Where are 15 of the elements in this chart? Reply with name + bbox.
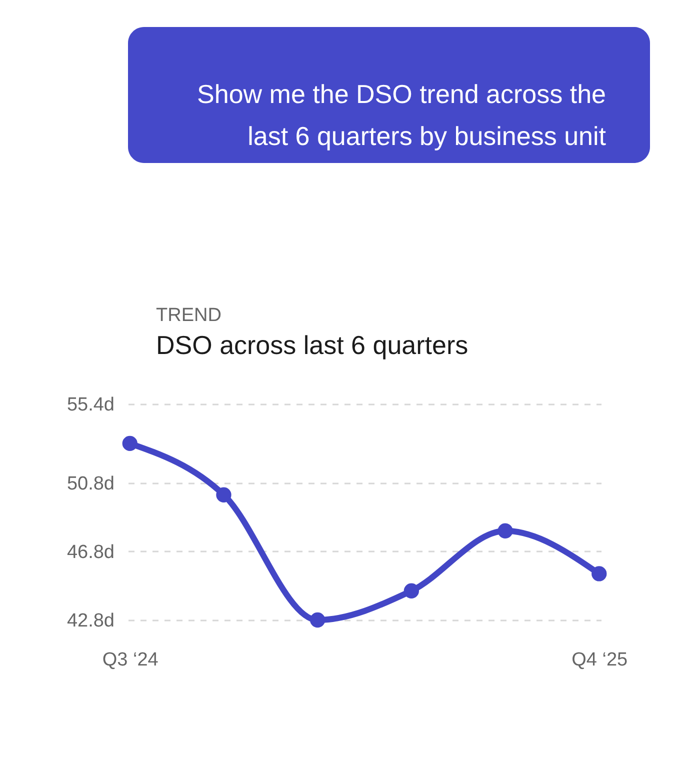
point (404, 583, 420, 598)
point (122, 436, 138, 451)
y-tick-label: 42.8d (66, 610, 114, 632)
y-tick-label: 55.4d (66, 394, 114, 416)
x-tick-label: Q4 ‘25 (572, 650, 628, 670)
chart-title: DSO across last 6 quarters (156, 330, 468, 360)
y-tick-label: 50.8d (66, 473, 114, 494)
text: Show me the DSO trend across the last 6 quarters by business unit (197, 79, 607, 151)
point (310, 612, 326, 628)
point (216, 487, 232, 502)
text: TREND (156, 305, 222, 326)
x-tick-label: Q3 ‘24 (102, 650, 159, 670)
y-tick-label: 46.8d (66, 542, 114, 563)
point (498, 523, 513, 538)
point (592, 566, 607, 582)
